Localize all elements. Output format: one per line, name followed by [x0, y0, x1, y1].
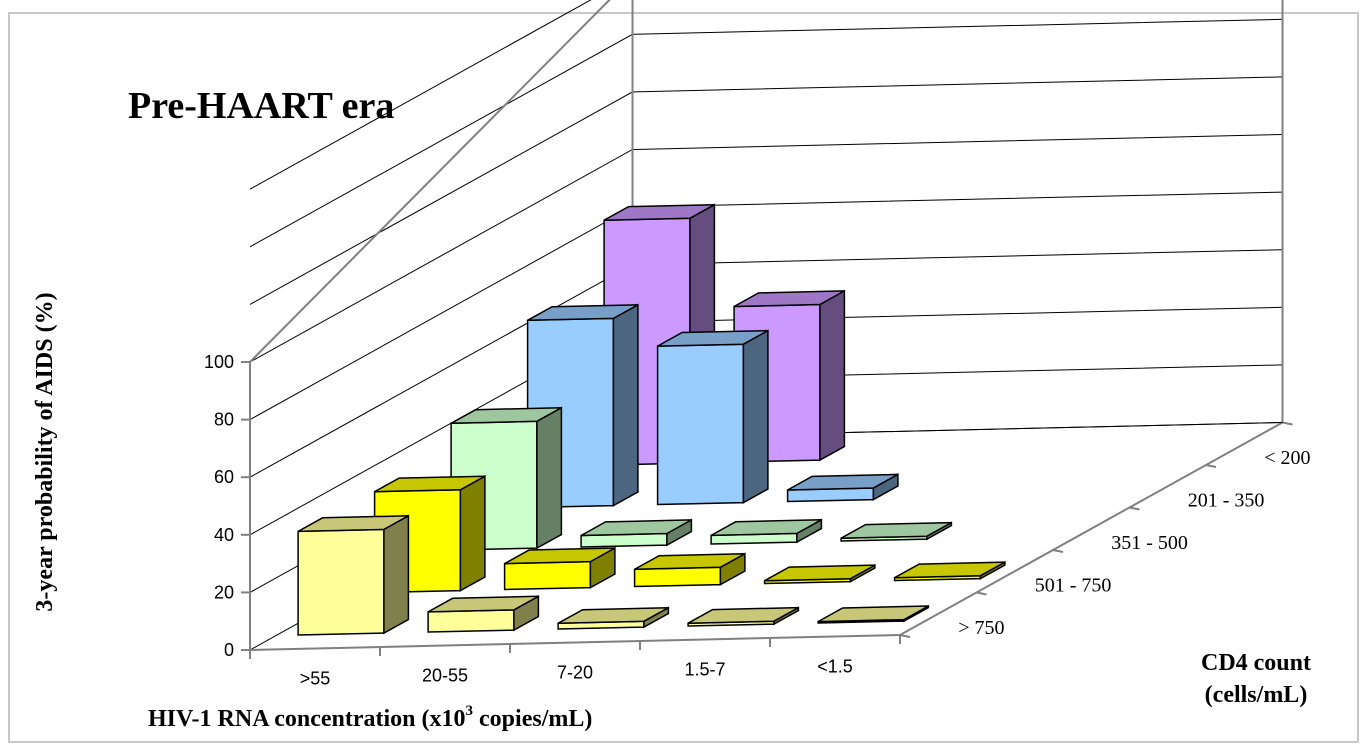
- x-tick-label: 1.5-7: [684, 660, 725, 680]
- y-tick-label: 0: [224, 640, 234, 660]
- bar-front-face: [503, 560, 592, 591]
- bar-top-face: [504, 547, 616, 565]
- x-tick-label: 20-55: [422, 666, 468, 686]
- bar-top-face: [764, 564, 876, 582]
- bar-4-0: [817, 604, 930, 624]
- bar-top-face: [787, 473, 899, 491]
- z-tick-label: 351 - 500: [1111, 532, 1188, 554]
- z-tick-mark: [1282, 421, 1293, 426]
- gridline: [249, 76, 1283, 305]
- depth-axis-line: [899, 421, 1283, 636]
- bar-top-face: [894, 561, 1006, 579]
- bar-top-face: [634, 552, 746, 571]
- chart-frame: [8, 12, 1359, 743]
- z-tick-label: > 750: [958, 617, 1004, 639]
- z-axis-title-line1: CD4 count: [1201, 650, 1311, 676]
- bar-side-face: [383, 514, 410, 635]
- z-tick-mark: [899, 634, 911, 638]
- x-tick-label: 7-20: [557, 663, 593, 683]
- y-tick-label: 40: [214, 525, 234, 545]
- bar-4-1: [893, 560, 1006, 582]
- bar-side-face: [459, 474, 486, 592]
- bar-side-face: [612, 303, 639, 507]
- left-wall-top-edge: [249, 0, 611, 363]
- bar-front-face: [656, 343, 745, 506]
- z-axis-title-line2: (cells/mL): [1205, 682, 1308, 708]
- z-tick-label: < 200: [1264, 447, 1310, 469]
- z-tick-label: 201 - 350: [1188, 489, 1265, 511]
- bar-top-face: [733, 290, 845, 308]
- x-axis-title-superscript: 3: [466, 703, 474, 719]
- bar-front-face: [633, 566, 722, 588]
- bar-2-0: [557, 606, 670, 630]
- bar-side-face: [819, 289, 846, 462]
- bar-top-face: [557, 606, 669, 625]
- bar-2-3: [786, 473, 899, 503]
- bar-1-0: [427, 595, 540, 633]
- x-tick-label: >55: [300, 669, 331, 689]
- bar-2-2: [710, 518, 823, 545]
- bar-top-face: [817, 605, 929, 623]
- bar-top-face: [657, 329, 769, 347]
- bar-3-0: [687, 606, 800, 627]
- bar-top-face: [374, 475, 486, 493]
- bar-1-1: [503, 546, 616, 591]
- gridline: [249, 18, 1283, 248]
- z-tick-mark: [1205, 464, 1217, 468]
- bar-front-face: [297, 528, 385, 636]
- bar-0-0: [297, 514, 410, 636]
- bar-side-face: [536, 406, 563, 550]
- y-tick-label: 100: [204, 352, 234, 372]
- bar-top-face: [687, 606, 799, 624]
- bar-top-face: [710, 519, 822, 537]
- x-tick-label: <1.5: [817, 657, 853, 677]
- gridline: [249, 0, 592, 190]
- bar-top-face: [297, 515, 409, 533]
- x-axis-title-prefix: HIV-1 RNA concentration (x10: [148, 706, 466, 732]
- z-tick-mark: [1052, 549, 1064, 553]
- z-tick-label: 501 - 750: [1035, 574, 1112, 596]
- bar-side-face: [742, 329, 769, 504]
- x-axis-line: [249, 634, 901, 651]
- bar-top-face: [603, 203, 715, 221]
- z-tick-mark: [1129, 506, 1140, 511]
- bar-top-face: [840, 521, 952, 539]
- bar-top-face: [450, 406, 562, 425]
- bar-3-1: [763, 563, 876, 585]
- y-tick-label: 20: [214, 582, 234, 602]
- y-tick-label: 80: [214, 410, 234, 430]
- chart-title: Pre-HAART era: [128, 85, 394, 127]
- bar-3-2: [840, 521, 953, 542]
- bar-top-face: [427, 595, 539, 613]
- bar-top-face: [580, 519, 692, 537]
- bar-1-2: [580, 518, 693, 548]
- x-axis-title-suffix: copies/mL): [473, 706, 592, 732]
- z-tick-mark: [976, 591, 987, 596]
- bar-top-face: [527, 304, 639, 322]
- bar-1-3: [656, 329, 769, 506]
- bar-front-face: [427, 609, 515, 633]
- y-tick-label: 60: [214, 467, 234, 487]
- x-axis-title: HIV-1 RNA concentration (x103 copies/mL): [148, 703, 592, 732]
- bar-2-1: [633, 552, 746, 588]
- y-axis-title: 3-year probability of AIDS (%): [32, 292, 58, 611]
- bars: [297, 203, 1006, 636]
- tick-labels: 0 20 40 60 80 100 >55 20-55 7-20 1.5-7 <1.5 > 750 50…: [204, 352, 1311, 689]
